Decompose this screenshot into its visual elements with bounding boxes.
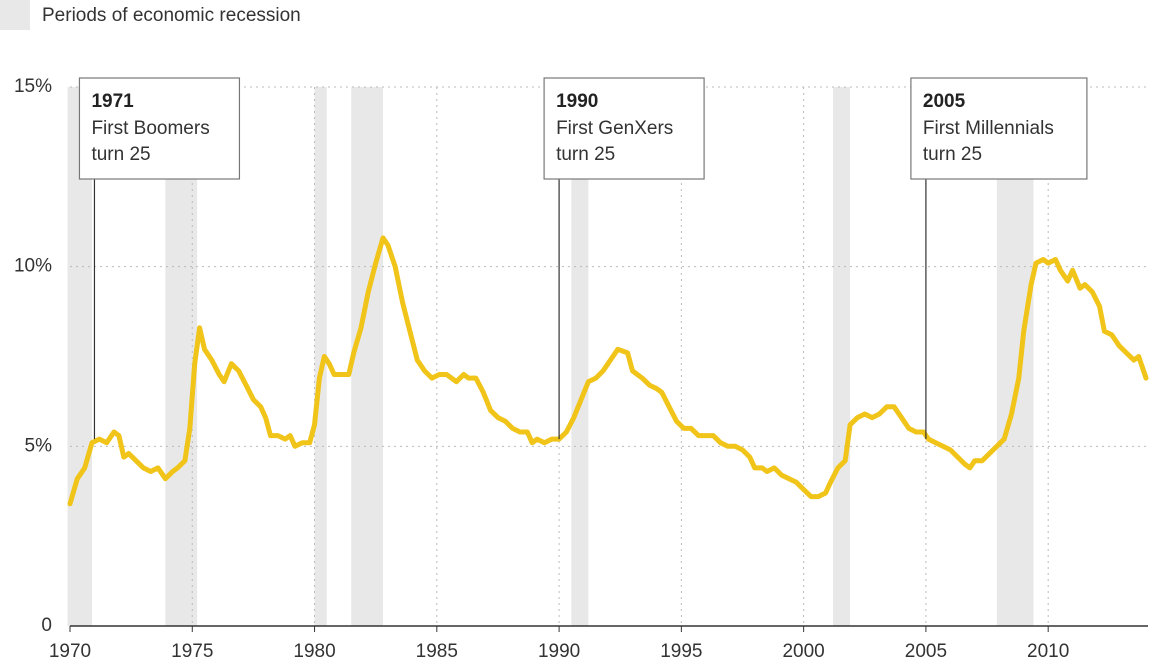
x-tick-label: 2010 <box>1027 641 1069 662</box>
annotation-text: turn 25 <box>923 144 982 165</box>
annotation-text: First Boomers <box>91 118 209 139</box>
y-tick-label: 0 <box>41 615 52 636</box>
data-line <box>67 235 1149 507</box>
annotation-year: 1971 <box>91 91 134 112</box>
x-tick-label: 1975 <box>171 641 213 662</box>
x-tick-label: 1985 <box>416 641 458 662</box>
annotation-year: 2005 <box>923 91 966 112</box>
recession-band <box>351 87 384 626</box>
y-tick-label: 10% <box>14 256 52 277</box>
x-tick-label: 1980 <box>293 641 335 662</box>
annotation-box <box>543 77 705 180</box>
annotation-text: turn 25 <box>91 144 150 165</box>
y-tick-label: 5% <box>25 435 53 456</box>
legend-swatch <box>0 0 30 30</box>
recession-band <box>832 87 851 626</box>
annotation-box <box>910 77 1088 180</box>
recession-band <box>571 87 589 626</box>
recession-band <box>314 87 327 626</box>
x-tick-label: 2000 <box>782 641 824 662</box>
x-tick-label: 1970 <box>49 641 91 662</box>
annotation-box <box>78 77 241 180</box>
y-tick-label: 15% <box>14 76 52 97</box>
annotation-text: First GenXers <box>556 118 673 139</box>
x-tick-label: 2005 <box>905 641 947 662</box>
x-tick-label: 1995 <box>660 641 702 662</box>
annotation-year: 1990 <box>556 91 598 112</box>
x-tick-label: 1990 <box>538 641 580 662</box>
annotation-text: First Millennials <box>923 118 1054 139</box>
legend-label: Periods of economic recession <box>42 5 301 26</box>
annotation-text: turn 25 <box>556 144 615 165</box>
